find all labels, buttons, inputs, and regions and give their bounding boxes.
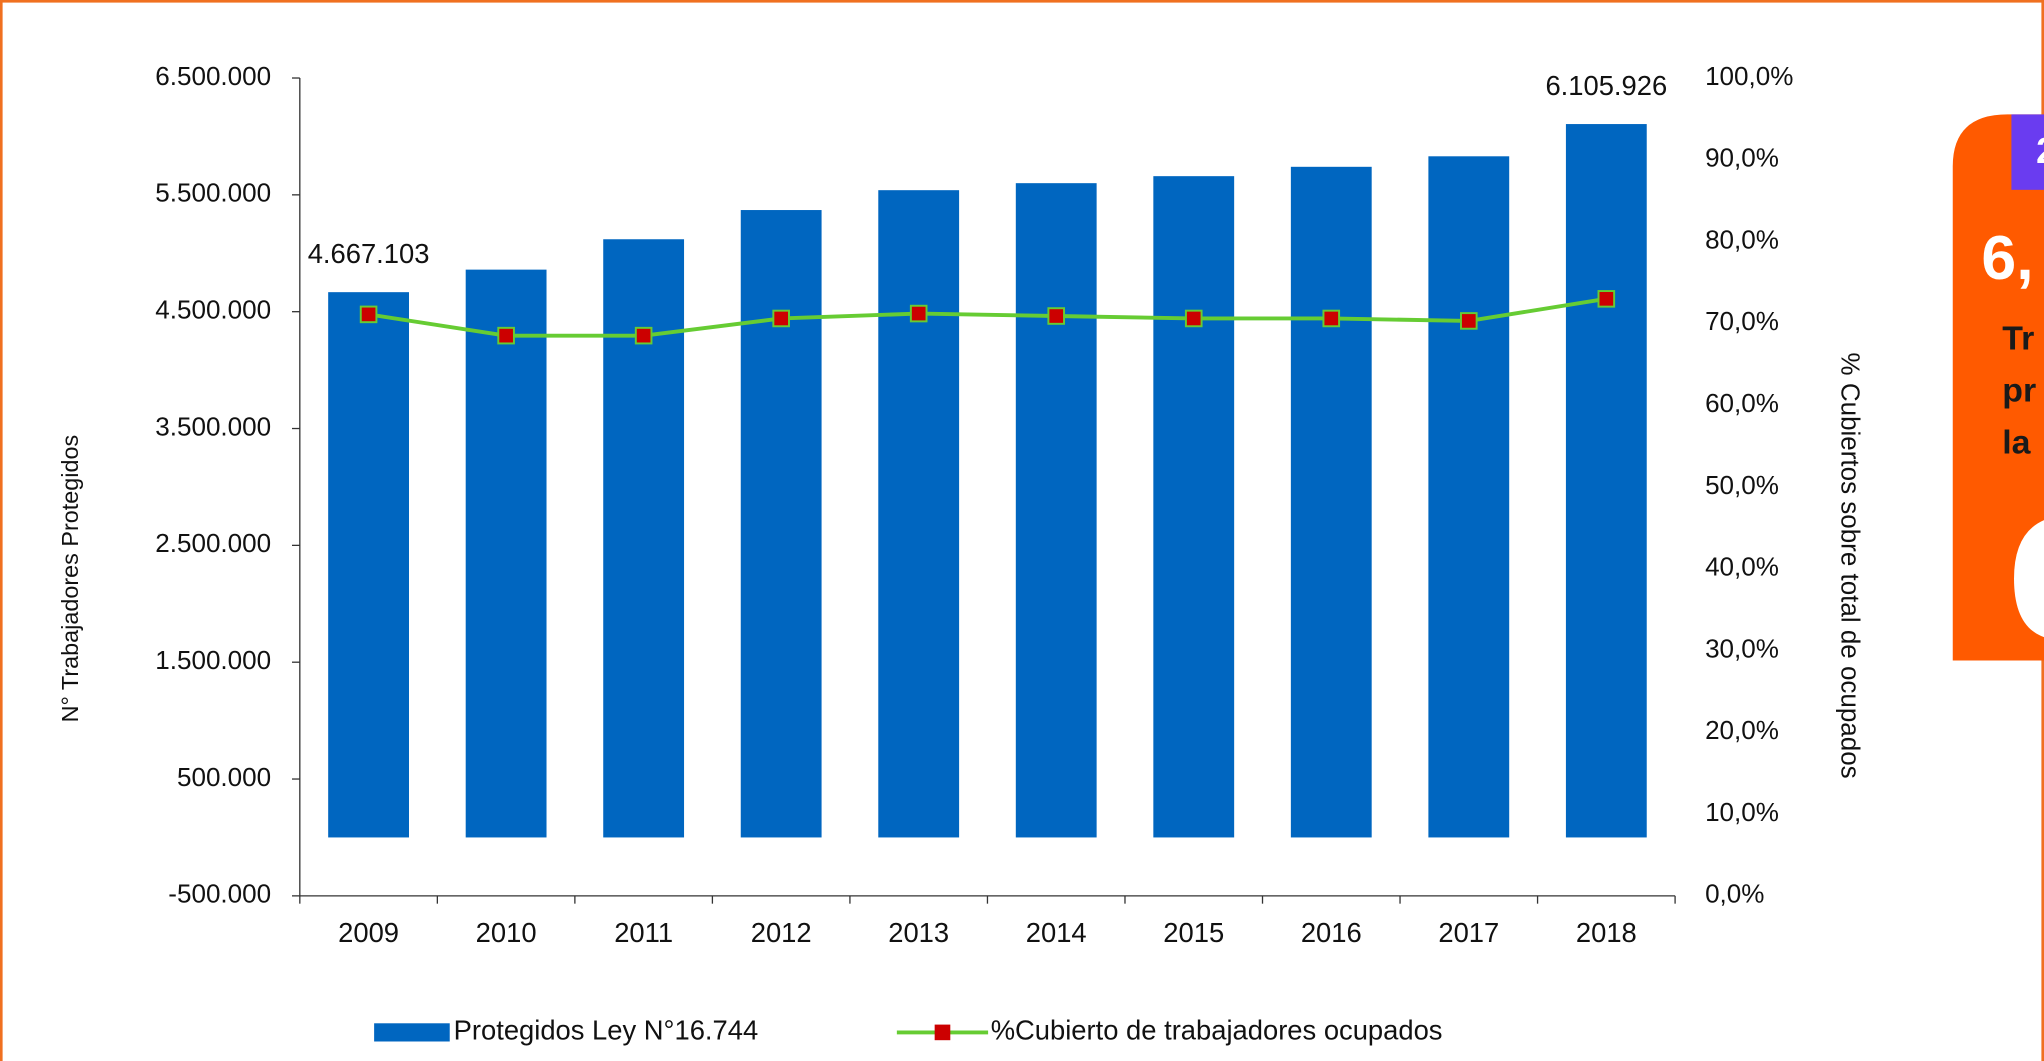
bar [1015,183,1097,838]
x-tick-label: 2014 [1026,917,1087,948]
y2-tick-label: 10,0% [1705,797,1779,827]
y2-tick-label: 60,0% [1705,388,1779,418]
point [1184,309,1203,328]
panel-line: la [2002,424,2031,462]
panel-tab [2011,114,2044,190]
point [497,326,515,345]
legend-swatch [934,1024,951,1041]
x-tick-label: 2013 [888,917,949,948]
x-tick-label: 2018 [1576,917,1637,948]
bar [465,269,547,838]
legend-label: %Cubierto de trabajadores ocupados [991,1015,1443,1046]
y2-tick-label: 80,0% [1705,224,1779,254]
x-tick-label: 2009 [338,917,399,948]
x-tick-label: 2016 [1301,917,1362,948]
y-tick-label: 2.500.000 [155,528,271,558]
bar [878,190,960,838]
line [368,296,1607,338]
y2-tick-label: 70,0% [1705,306,1779,336]
point [1047,307,1066,325]
x-tick-label: 2012 [751,917,812,948]
y-tick-label: 6.500.000 [155,61,271,91]
y-tick-label: 1.500.000 [155,645,271,675]
y2-tick-label: 90,0% [1705,143,1779,173]
bar [1290,166,1372,838]
point [1322,309,1341,328]
point [1597,290,1616,308]
panel-box [1952,114,2044,661]
y2-tick-label: 20,0% [1705,715,1779,745]
side-panel: 2 6, Tr pr la [1952,114,2044,661]
panel-line: Tr [2002,320,2034,358]
panel-big-text: 6, [1981,223,2033,293]
x-tick-label: 2015 [1163,917,1224,948]
y-tick-label: 500.000 [177,762,271,792]
panel-line: pr [2002,372,2036,410]
point [909,304,928,323]
y2-tick-label: 100,0% [1705,61,1793,91]
bar [1565,124,1647,838]
x-tick-label: 2017 [1438,917,1499,948]
legend-swatch [374,1023,450,1042]
bar [328,292,409,838]
legend-label: Protegidos Ley N°16.744 [454,1015,759,1046]
y2-tick-label: 30,0% [1705,633,1779,663]
y2-tick-label: 50,0% [1705,470,1779,500]
point [359,305,378,324]
y-axis-label: N° Trabajadores Protegidos [57,435,83,723]
point [772,309,790,328]
point [1460,312,1478,330]
y2-axis-label: % Cubiertos sobre total de ocupados [1836,353,1866,779]
point [634,326,653,345]
y-tick-label: -500.000 [168,879,271,909]
y-tick-label: 5.500.000 [155,178,271,208]
panel-tab-text: 2 [2036,130,2044,171]
panel-shape [2014,520,2044,638]
y-tick-label: 4.500.000 [155,295,271,325]
x-tick-label: 2010 [476,917,537,948]
data-label: 4.667.103 [308,238,430,269]
x-tick-label: 2011 [614,917,673,948]
y2-tick-label: 40,0% [1705,552,1779,582]
bar [740,210,822,838]
data-label: 6.105.926 [1545,70,1667,101]
bar [1153,176,1235,838]
bar [1428,156,1510,838]
y2-tick-label: 0,0% [1705,879,1764,909]
y-tick-label: 3.500.000 [155,411,271,441]
